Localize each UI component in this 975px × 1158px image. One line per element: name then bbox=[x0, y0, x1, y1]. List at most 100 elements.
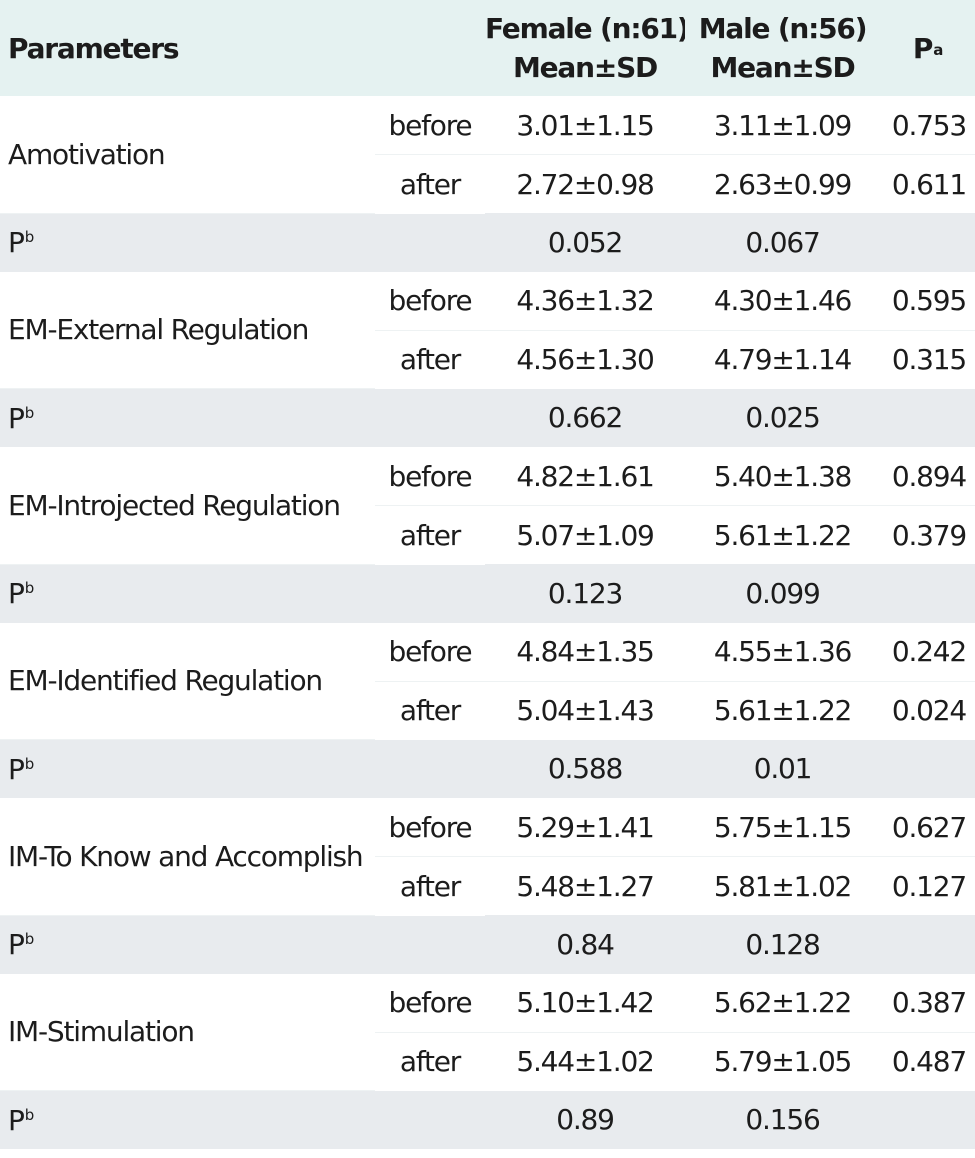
table-row-before: IM-To Know and Accomplish before 5.29±1.41… bbox=[0, 798, 975, 916]
female-value: 5.10±1.42 bbox=[485, 973, 686, 1033]
p-b-empty bbox=[880, 564, 975, 623]
p-b-male-value: 0.128 bbox=[685, 915, 881, 974]
female-value: 4.56±1.30 bbox=[516, 343, 655, 376]
table-row-after: after 5.04±1.43 5.61±1.22 0.024 bbox=[0, 681, 975, 740]
female-value: 5.04±1.43 bbox=[516, 694, 655, 727]
header-female-stat: Mean±SD bbox=[512, 51, 658, 84]
male-value: 5.61±1.22 bbox=[713, 518, 853, 552]
p-b-empty bbox=[880, 388, 975, 447]
parameter-name: IM-Stimulation bbox=[0, 973, 375, 1091]
female-value: 2.72±0.98 bbox=[516, 167, 655, 201]
p-b-male-value: 0.067 bbox=[685, 213, 881, 272]
p-b-label: Pb bbox=[0, 739, 486, 798]
header-male: Male (n:56) Mean±SD bbox=[685, 0, 881, 96]
p-a-value: 0.487 bbox=[891, 1045, 967, 1078]
p-b-female-value: 0.588 bbox=[485, 739, 686, 798]
p-b-female-value: 0.052 bbox=[485, 213, 686, 272]
table-row-after: after 4.56±1.30 4.79±1.14 0.315 bbox=[0, 330, 975, 389]
p-b-male-value: 0.01 bbox=[685, 739, 881, 798]
parameter-name: IM-To Know and Accomplish bbox=[0, 798, 375, 916]
p-a-value: 0.595 bbox=[880, 271, 975, 331]
p-b-empty bbox=[880, 739, 975, 798]
female-value: 5.29±1.41 bbox=[485, 798, 686, 857]
header-male-stat: Mean±SD bbox=[710, 51, 855, 84]
p-b-label-sup: b bbox=[24, 754, 35, 773]
female-value: 4.84±1.35 bbox=[485, 622, 686, 682]
time-label: after bbox=[399, 694, 461, 727]
table-row-after: after 5.07±1.09 5.61±1.22 0.379 bbox=[0, 506, 975, 565]
table-row-after: after 2.72±0.98 2.63±0.99 0.611 bbox=[0, 155, 975, 214]
time-label: after bbox=[399, 518, 461, 552]
male-value: 5.40±1.38 bbox=[685, 447, 881, 506]
table-row-before: EM-Introjected Regulation before 4.82±1.61… bbox=[0, 447, 975, 565]
time-label: before bbox=[375, 973, 486, 1033]
p-b-label-text: P bbox=[8, 928, 25, 961]
male-value: 4.55±1.36 bbox=[685, 622, 881, 682]
p-b-female-value: 0.123 bbox=[485, 564, 686, 623]
male-value: 2.63±0.99 bbox=[713, 167, 853, 201]
parameter-name: EM-Identified Regulation bbox=[0, 622, 375, 740]
p-b-label-sup: b bbox=[24, 930, 35, 948]
table-row-p-b: Pb 0.588 0.01 bbox=[0, 739, 975, 798]
female-value: 3.01±1.15 bbox=[485, 96, 686, 155]
table-row-p-b: Pb 0.123 0.099 bbox=[0, 564, 975, 623]
p-b-male-value: 0.025 bbox=[685, 388, 881, 447]
time-label: before bbox=[375, 622, 486, 682]
table-row-p-b: Pb 0.89 0.156 bbox=[0, 1090, 975, 1149]
header-p-a: Pa bbox=[880, 0, 975, 96]
female-value: 4.36±1.32 bbox=[485, 271, 686, 331]
p-b-label-text: P bbox=[8, 577, 25, 610]
p-a-value: 0.315 bbox=[891, 343, 967, 376]
p-b-male-value: 0.156 bbox=[685, 1090, 881, 1149]
p-b-female-value: 0.662 bbox=[485, 388, 686, 447]
p-b-empty bbox=[880, 1090, 975, 1149]
p-b-label: Pb bbox=[0, 915, 486, 974]
p-b-label-sup: b bbox=[24, 403, 35, 422]
time-label: after bbox=[399, 869, 461, 903]
p-a-value: 0.611 bbox=[891, 167, 967, 201]
header-male-group: Male (n:56) bbox=[698, 12, 868, 45]
table-row-before: IM-Stimulation before 5.10±1.42 5.62±1.22 0.… bbox=[0, 973, 975, 1091]
table-body: Amotivation before 3.01±1.15 3.11±1.09 0.753… bbox=[0, 96, 975, 1149]
p-b-label: Pb bbox=[0, 1090, 486, 1149]
parameter-name: EM-External Regulation bbox=[0, 271, 375, 389]
p-a-value: 0.894 bbox=[880, 447, 975, 506]
p-b-empty bbox=[880, 213, 975, 272]
p-b-label-sup: b bbox=[24, 579, 35, 597]
p-b-label: Pb bbox=[0, 388, 486, 447]
time-label: after bbox=[399, 1045, 461, 1078]
p-a-value: 0.127 bbox=[891, 869, 967, 903]
p-a-value: 0.242 bbox=[880, 622, 975, 682]
p-b-label-text: P bbox=[8, 1103, 25, 1137]
time-label: after bbox=[399, 167, 461, 201]
p-b-female-value: 0.89 bbox=[485, 1090, 686, 1149]
p-b-label-sup: b bbox=[24, 1105, 35, 1124]
p-a-value: 0.627 bbox=[880, 798, 975, 857]
p-b-label-text: P bbox=[8, 401, 25, 435]
male-value: 4.30±1.46 bbox=[685, 271, 881, 331]
header-p-a-sup: a bbox=[933, 40, 943, 59]
header-p-a-text: P bbox=[912, 31, 934, 65]
header-row: Parameters Female (n:61) Mean±SD Male (n… bbox=[0, 0, 975, 96]
p-a-value: 0.024 bbox=[891, 694, 967, 727]
time-label: before bbox=[375, 271, 486, 331]
female-value: 4.82±1.61 bbox=[485, 447, 686, 506]
time-label: before bbox=[375, 96, 486, 155]
header-female: Female (n:61) Mean±SD bbox=[485, 0, 686, 96]
p-b-label: Pb bbox=[0, 213, 486, 272]
male-value: 5.61±1.22 bbox=[713, 694, 853, 727]
p-a-value: 0.379 bbox=[891, 518, 967, 552]
female-value: 5.48±1.27 bbox=[516, 869, 655, 903]
table-row-before: EM-Identified Regulation before 4.84±1.35 4… bbox=[0, 622, 975, 740]
header-parameters: Parameters bbox=[0, 0, 486, 96]
p-b-label: Pb bbox=[0, 564, 486, 623]
male-value: 5.62±1.22 bbox=[685, 973, 881, 1033]
male-value: 5.79±1.05 bbox=[713, 1045, 853, 1078]
p-a-value: 0.753 bbox=[880, 96, 975, 155]
p-a-value: 0.387 bbox=[880, 973, 975, 1033]
table-row-after: after 5.48±1.27 5.81±1.02 0.127 bbox=[0, 857, 975, 916]
table-row-p-b: Pb 0.84 0.128 bbox=[0, 915, 975, 974]
p-b-label-sup: b bbox=[24, 228, 35, 246]
parameter-name: EM-Introjected Regulation bbox=[0, 447, 375, 565]
